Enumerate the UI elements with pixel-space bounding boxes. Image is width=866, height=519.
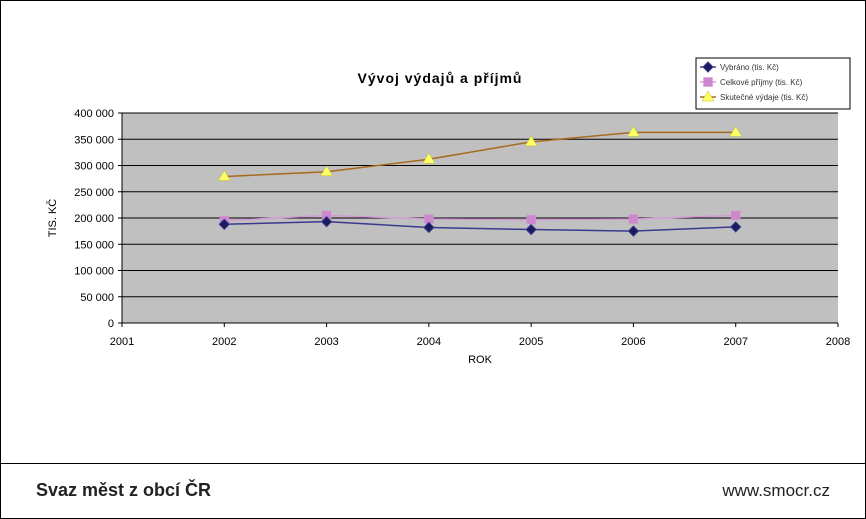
y-tick-label: 0 [108,318,114,330]
data-point [729,125,743,137]
legend-label: Celkové příjmy (tis. Kč) [720,78,803,87]
data-point [526,214,536,225]
series-1 [218,215,742,237]
x-tick-label: 2004 [417,336,441,348]
legend: Vybráno (tis. Kč) Celkové příjmy (tis. Kč… [695,57,851,110]
x-tick-label: 2008 [826,336,850,348]
data-point [422,152,436,164]
data-point [218,218,230,231]
x-axis-label: ROK [468,354,493,366]
series-3 [217,125,743,181]
legend-item: Skutečné výdaje (tis. Kč) [700,90,808,102]
legend-marker [703,77,713,87]
y-tick-label: 50 000 [80,292,114,304]
legend-item: Celkové příjmy (tis. Kč) [700,77,803,87]
data-point [730,210,741,221]
website-link[interactable]: www.smocr.cz [722,481,830,500]
series-line [224,220,736,232]
data-point [423,221,435,234]
x-tick-label: 2006 [621,336,645,348]
data-point [320,165,334,177]
data-point [524,135,538,147]
chart: Vývoj výdajů a příjmů 0 50 000 100 000 150 … [46,57,851,366]
y-tick-label: 100 000 [74,266,114,278]
y-tick-label: 400 000 [74,108,114,120]
series-line [224,131,736,178]
x-tick-label: 2003 [314,336,338,348]
y-tick-label: 150 000 [74,239,114,251]
x-tick-label: 2001 [110,336,134,348]
data-point [320,215,333,228]
footer-divider [0,463,866,464]
legend-marker [702,61,714,73]
series-line [224,214,736,222]
y-tick-label: 250 000 [74,187,114,199]
data-point [626,125,640,137]
data-point [217,170,231,181]
data-point [627,225,640,237]
x-tick-label: 2005 [519,336,543,348]
organization-name: Svaz měst z obcí ČR [36,480,212,500]
y-tick-label: 350 000 [74,134,114,146]
x-tick-label: 2002 [212,336,236,348]
data-point [525,223,537,236]
legend-marker [701,90,715,102]
legend-box [695,57,851,110]
y-tick-label: 300 000 [74,161,114,173]
y-tick-label: 200 000 [74,213,114,225]
x-tick-label: 2007 [723,336,747,348]
data-point [628,214,639,224]
data-point [730,221,742,233]
y-axis-label: TIS. KČ [46,199,59,238]
legend-label: Skutečné výdaje (tis. Kč) [720,93,808,102]
chart-title: Vývoj výdajů a příjmů [358,70,523,86]
legend-item: Vybráno (tis. Kč) [700,61,779,73]
legend-label: Vybráno (tis. Kč) [720,63,779,72]
